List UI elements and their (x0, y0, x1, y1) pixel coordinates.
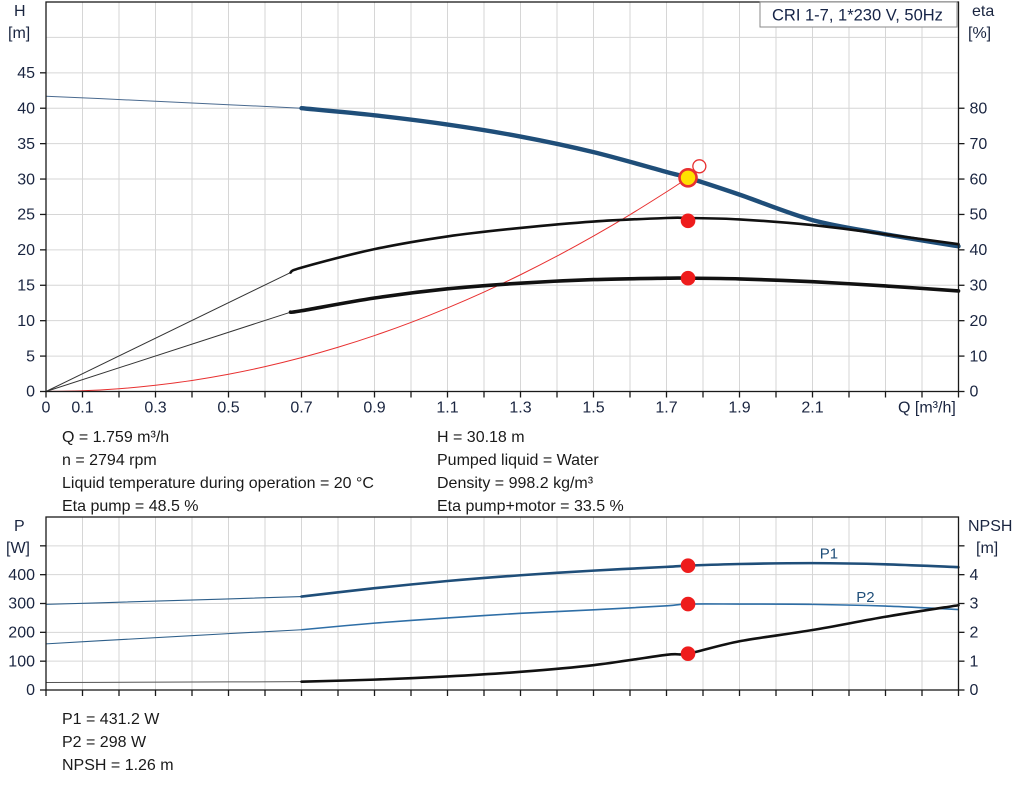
svg-text:40: 40 (17, 100, 35, 117)
svg-text:40: 40 (970, 242, 988, 259)
svg-text:1.3: 1.3 (509, 400, 531, 417)
svg-text:35: 35 (17, 136, 35, 153)
svg-text:P1: P1 (820, 546, 838, 563)
svg-text:0: 0 (970, 682, 979, 699)
svg-text:100: 100 (8, 653, 35, 670)
svg-text:300: 300 (8, 596, 35, 613)
svg-text:2.1: 2.1 (801, 400, 823, 417)
svg-text:15: 15 (17, 277, 35, 294)
svg-text:CRI 1-7, 1*230 V, 50Hz: CRI 1-7, 1*230 V, 50Hz (772, 7, 943, 25)
svg-text:0.5: 0.5 (217, 400, 239, 417)
svg-text:0: 0 (26, 384, 35, 401)
svg-text:[m]: [m] (8, 25, 30, 42)
svg-text:30: 30 (17, 171, 35, 188)
svg-text:P2: P2 (856, 589, 874, 606)
svg-text:0.1: 0.1 (71, 400, 93, 417)
svg-text:50: 50 (970, 207, 988, 224)
svg-text:0.7: 0.7 (290, 400, 312, 417)
svg-text:[%]: [%] (968, 25, 991, 42)
svg-text:0: 0 (42, 400, 51, 417)
svg-text:3: 3 (970, 596, 979, 613)
svg-text:0.9: 0.9 (363, 400, 385, 417)
svg-text:45: 45 (17, 65, 35, 82)
svg-text:200: 200 (8, 625, 35, 642)
svg-text:20: 20 (970, 313, 988, 330)
svg-text:70: 70 (970, 136, 988, 153)
svg-text:H: H (14, 3, 26, 20)
svg-text:0: 0 (970, 384, 979, 401)
svg-text:25: 25 (17, 207, 35, 224)
svg-text:60: 60 (970, 171, 988, 188)
svg-text:80: 80 (970, 100, 988, 117)
svg-text:4: 4 (970, 567, 979, 584)
svg-text:Q [m³/h]: Q [m³/h] (898, 400, 956, 417)
svg-text:[W]: [W] (6, 540, 30, 557)
svg-text:NPSH: NPSH (968, 518, 1012, 535)
svg-text:2: 2 (970, 625, 979, 642)
svg-text:10: 10 (970, 348, 988, 365)
svg-text:0.3: 0.3 (144, 400, 166, 417)
svg-text:10: 10 (17, 313, 35, 330)
svg-text:1.9: 1.9 (728, 400, 750, 417)
svg-text:1.1: 1.1 (436, 400, 458, 417)
svg-text:1: 1 (970, 653, 979, 670)
svg-text:5: 5 (26, 348, 35, 365)
svg-text:eta: eta (972, 3, 994, 20)
svg-text:30: 30 (970, 277, 988, 294)
svg-text:20: 20 (17, 242, 35, 259)
svg-text:1.7: 1.7 (655, 400, 677, 417)
svg-text:400: 400 (8, 567, 35, 584)
svg-text:1.5: 1.5 (582, 400, 604, 417)
svg-text:[m]: [m] (976, 540, 998, 557)
svg-text:0: 0 (26, 682, 35, 699)
svg-text:P: P (14, 518, 25, 535)
